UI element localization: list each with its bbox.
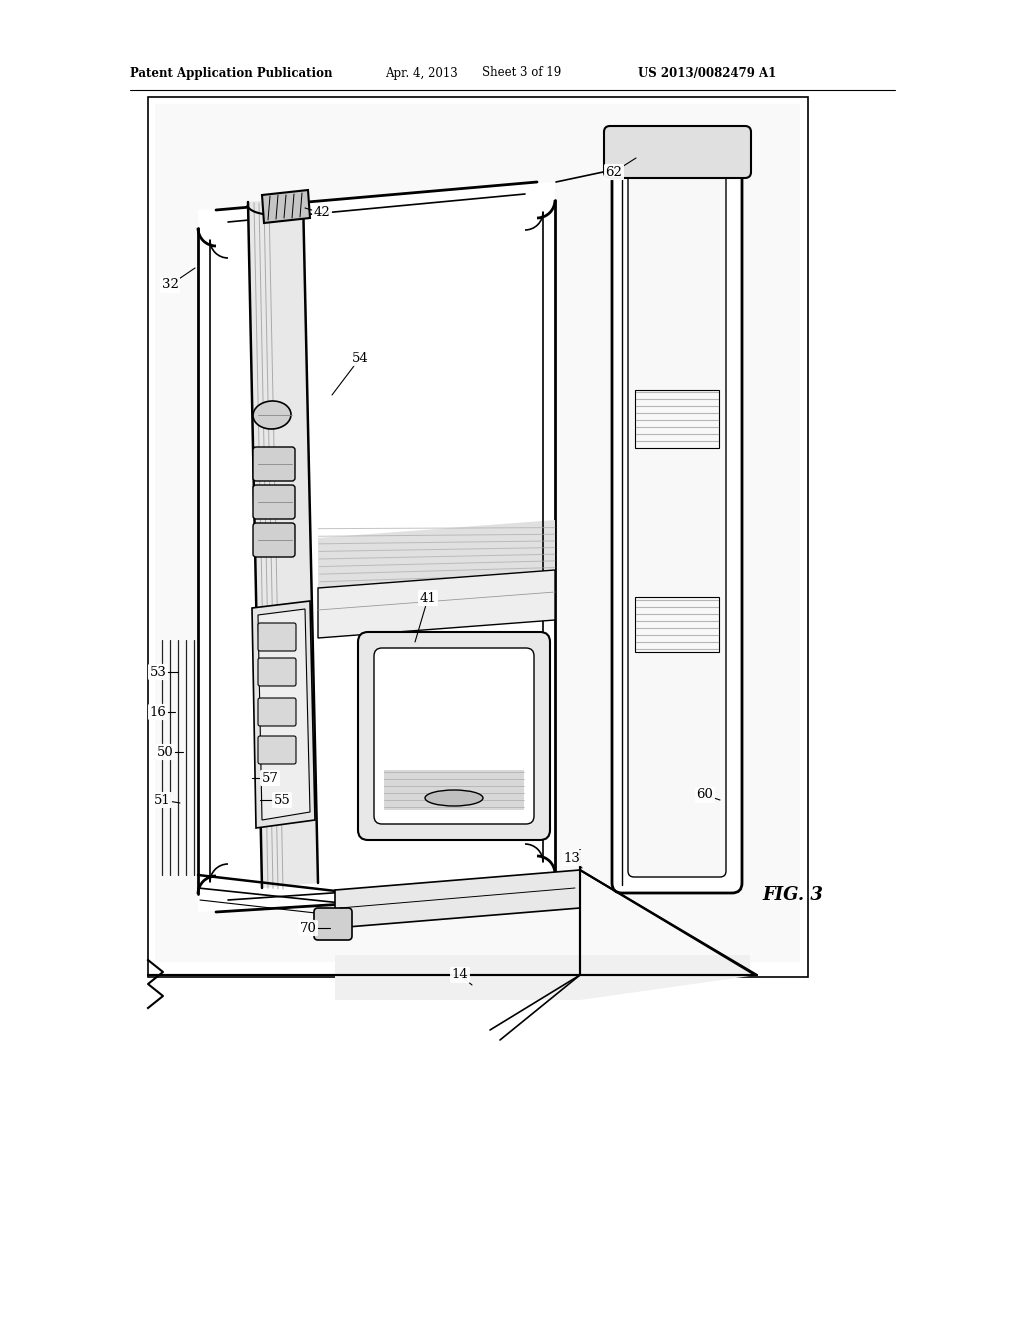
Text: Sheet 3 of 19: Sheet 3 of 19 — [482, 66, 561, 79]
Text: 14: 14 — [452, 969, 468, 982]
Polygon shape — [318, 520, 555, 598]
Text: 42: 42 — [313, 206, 331, 219]
Polygon shape — [258, 609, 310, 820]
Polygon shape — [318, 570, 555, 638]
Text: 54: 54 — [351, 351, 369, 364]
Text: 13: 13 — [563, 851, 581, 865]
FancyBboxPatch shape — [258, 737, 296, 764]
Polygon shape — [335, 954, 750, 1001]
Text: 60: 60 — [696, 788, 714, 801]
Text: 51: 51 — [154, 793, 170, 807]
Polygon shape — [198, 182, 555, 912]
Polygon shape — [248, 197, 318, 888]
Polygon shape — [252, 601, 315, 828]
FancyBboxPatch shape — [258, 623, 296, 651]
Text: 16: 16 — [150, 705, 167, 718]
Ellipse shape — [425, 789, 483, 807]
Polygon shape — [262, 190, 310, 223]
Text: 41: 41 — [420, 591, 436, 605]
FancyBboxPatch shape — [314, 908, 352, 940]
Text: 55: 55 — [273, 793, 291, 807]
FancyBboxPatch shape — [253, 447, 295, 480]
Text: 32: 32 — [162, 279, 178, 292]
Bar — [155, 104, 800, 962]
Text: Apr. 4, 2013: Apr. 4, 2013 — [385, 66, 458, 79]
Text: Patent Application Publication: Patent Application Publication — [130, 66, 333, 79]
FancyBboxPatch shape — [253, 484, 295, 519]
FancyBboxPatch shape — [253, 523, 295, 557]
Text: US 2013/0082479 A1: US 2013/0082479 A1 — [638, 66, 776, 79]
FancyBboxPatch shape — [258, 657, 296, 686]
FancyBboxPatch shape — [604, 125, 751, 178]
Bar — [148, 96, 808, 977]
Polygon shape — [384, 770, 524, 810]
Ellipse shape — [253, 401, 291, 429]
Polygon shape — [335, 870, 580, 928]
Text: 57: 57 — [261, 771, 279, 784]
Text: 70: 70 — [300, 921, 316, 935]
FancyBboxPatch shape — [612, 148, 742, 894]
FancyBboxPatch shape — [374, 648, 534, 824]
FancyBboxPatch shape — [628, 164, 726, 876]
Text: 62: 62 — [605, 165, 623, 178]
Text: FIG. 3: FIG. 3 — [762, 886, 823, 904]
Text: 53: 53 — [150, 665, 167, 678]
Text: 50: 50 — [157, 746, 173, 759]
FancyBboxPatch shape — [258, 698, 296, 726]
FancyBboxPatch shape — [358, 632, 550, 840]
